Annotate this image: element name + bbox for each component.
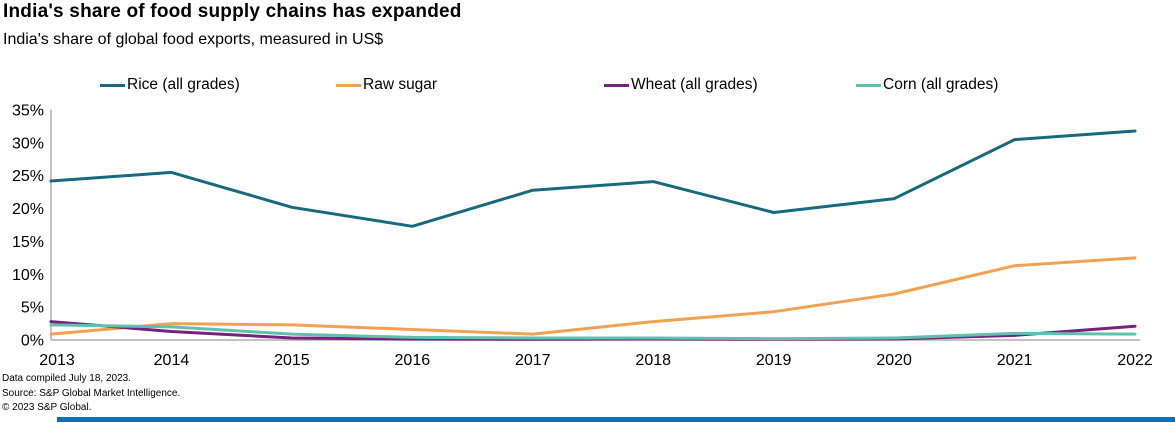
source-line: Source: S&P Global Market Intelligence. xyxy=(2,387,181,399)
x-tick-label: 2018 xyxy=(635,352,671,369)
rice-line-swatch xyxy=(100,83,125,87)
brand-accent-bar xyxy=(57,417,1175,422)
x-tick-label: 2014 xyxy=(154,352,190,369)
corn-line-swatch xyxy=(856,83,881,87)
x-tick-label: 2019 xyxy=(756,352,792,369)
data-compiled-note: Data compiled July 18, 2023. xyxy=(2,373,131,384)
y-tick-label: 35% xyxy=(12,103,44,120)
copyright-line: © 2023 S&P Global. xyxy=(2,402,92,413)
legend-item-rice: Rice (all grades) xyxy=(100,74,240,96)
legend-item-wheat: Wheat (all grades) xyxy=(604,74,758,96)
y-tick-label: 5% xyxy=(21,300,44,317)
legend-item-raw-sugar: Raw sugar xyxy=(336,74,437,96)
series-line-0 xyxy=(49,129,1137,228)
y-tick-label: 25% xyxy=(12,168,44,185)
legend-label-corn: Corn (all grades) xyxy=(883,76,999,93)
legend-label-wheat: Wheat (all grades) xyxy=(631,76,758,93)
x-tick-label: 2015 xyxy=(274,352,310,369)
wheat-line-swatch xyxy=(604,83,629,87)
x-tick-label: 2021 xyxy=(997,352,1033,369)
x-tick-label: 2017 xyxy=(515,352,551,369)
x-tick-label: 2016 xyxy=(395,352,431,369)
y-tick-label: 15% xyxy=(12,234,44,251)
y-tick-label: 20% xyxy=(12,201,44,218)
legend-label-raw-sugar: Raw sugar xyxy=(363,76,438,93)
legend-label-rice: Rice (all grades) xyxy=(127,76,240,93)
x-tick-label: 2020 xyxy=(876,352,912,369)
y-tick-label: 30% xyxy=(12,135,44,152)
chart-subtitle: India's share of global food exports, me… xyxy=(3,31,384,48)
legend: Rice (all grades) Raw sugar Wheat (all g… xyxy=(0,74,1175,96)
series-line-1 xyxy=(49,256,1137,336)
y-tick-label: 0% xyxy=(21,333,44,350)
legend-item-corn: Corn (all grades) xyxy=(856,74,998,96)
raw-sugar-line-swatch xyxy=(336,83,361,87)
source-note: Data compiled July 18, 2023. Source: S&P… xyxy=(2,372,180,416)
series-line-3 xyxy=(49,323,1137,341)
x-tick-label: 2013 xyxy=(39,352,75,369)
y-tick-label: 10% xyxy=(12,267,44,284)
page-title: India's share of food supply chains has … xyxy=(3,1,462,22)
x-tick-label: 2022 xyxy=(1117,352,1153,369)
